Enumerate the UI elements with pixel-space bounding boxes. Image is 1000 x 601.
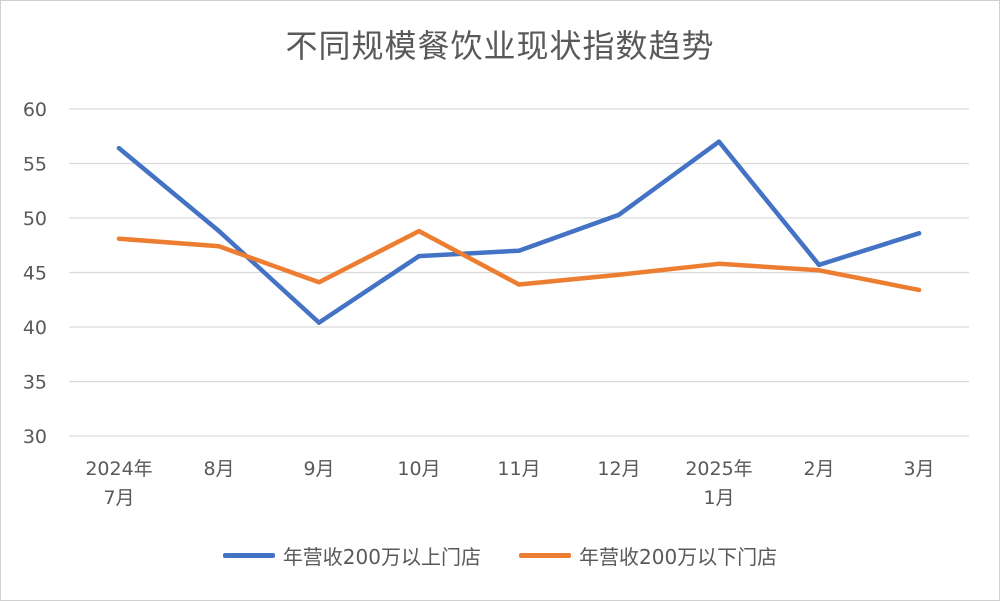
legend-item-series-2: 年营收200万以下门店: [519, 541, 777, 570]
data-point: [316, 280, 322, 285]
y-tick-label: 60: [23, 99, 47, 121]
data-point: [416, 253, 422, 259]
data-point: [716, 139, 722, 144]
x-tick-label: 3月: [903, 458, 934, 480]
x-tick-label: 7月: [103, 487, 134, 509]
y-tick-label: 50: [23, 208, 47, 230]
data-point: [916, 287, 922, 293]
x-tick-label: 2025年: [685, 458, 752, 480]
y-tick-label: 40: [23, 317, 47, 339]
legend-label: 年营收200万以下门店: [579, 545, 778, 569]
y-tick-label: 35: [23, 372, 47, 394]
data-point: [516, 282, 522, 287]
data-point: [616, 212, 622, 217]
data-point: [816, 262, 822, 268]
legend-swatch-blue: [222, 553, 275, 558]
y-tick-label: 45: [23, 263, 47, 285]
chart-title: 不同规模餐饮业现状指数趋势: [285, 27, 715, 65]
x-tick-label: 8月: [203, 458, 234, 480]
legend: 年营收200万以上门店 年营收200万以下门店: [1, 541, 999, 570]
data-point: [716, 261, 722, 266]
data-point: [516, 248, 522, 253]
x-tick-label: 2024年: [85, 458, 152, 480]
data-point: [116, 146, 122, 151]
y-tick-label: 55: [23, 154, 47, 176]
x-tick-label: 11月: [497, 458, 540, 480]
x-tick-label: 2月: [803, 458, 834, 480]
data-point: [416, 228, 422, 234]
data-point: [216, 228, 222, 234]
legend-item-series-1: 年营收200万以上门店: [222, 541, 481, 570]
data-point: [816, 268, 822, 273]
series-line-1: [116, 139, 922, 325]
x-tick-label: 9月: [303, 458, 334, 480]
legend-swatch-orange: [519, 553, 571, 558]
x-tick-label: 10月: [397, 458, 440, 480]
data-point: [316, 320, 322, 325]
data-point: [916, 231, 922, 236]
data-point: [616, 272, 622, 277]
x-tick-label: 12月: [597, 458, 640, 480]
data-point: [116, 236, 122, 241]
legend-label: 年营收200万以上门店: [282, 545, 481, 569]
x-tick-label: 1月: [703, 487, 734, 509]
y-tick-label: 30: [23, 426, 47, 448]
data-point: [216, 244, 222, 249]
